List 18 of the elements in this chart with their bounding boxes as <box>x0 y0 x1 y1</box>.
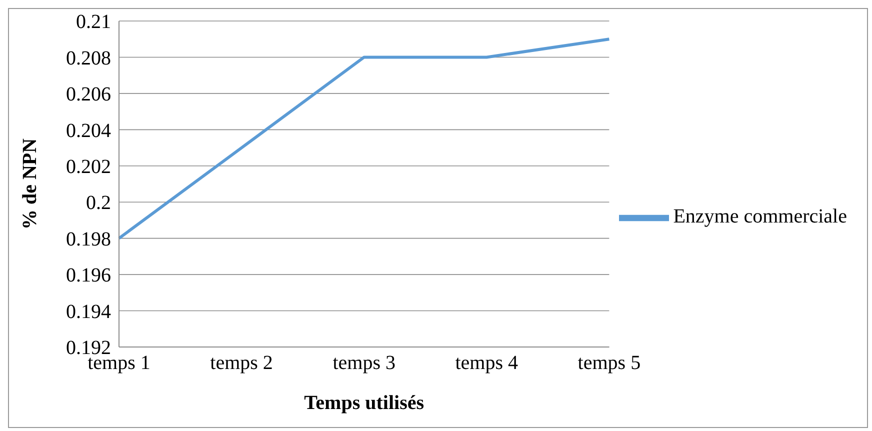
y-tick-label: 0.204 <box>66 120 111 142</box>
y-tick-label: 0.194 <box>66 300 111 323</box>
line-series <box>118 38 611 240</box>
y-tick-label: 0.202 <box>66 156 111 178</box>
y-tick-label: 0.2 <box>86 192 111 214</box>
y-tick-label: 0.206 <box>66 84 111 106</box>
y-tick-label: 0.21 <box>76 11 111 34</box>
x-tick-label: temps 4 <box>455 352 518 374</box>
y-tick-label: 0.198 <box>66 228 111 250</box>
y-tick-label: 0.192 <box>66 337 111 360</box>
legend-label: Enzyme commerciale <box>673 206 847 228</box>
y-axis-title: % de NPN <box>19 138 42 230</box>
y-tick-label: 0.196 <box>66 264 111 287</box>
x-axis-title: Temps utilisés <box>304 392 424 414</box>
x-tick-label: temps 2 <box>210 352 273 374</box>
x-tick-label: temps 3 <box>332 352 396 374</box>
y-tick-label: 0.208 <box>66 47 111 70</box>
x-tick-label: temps 5 <box>578 352 641 374</box>
